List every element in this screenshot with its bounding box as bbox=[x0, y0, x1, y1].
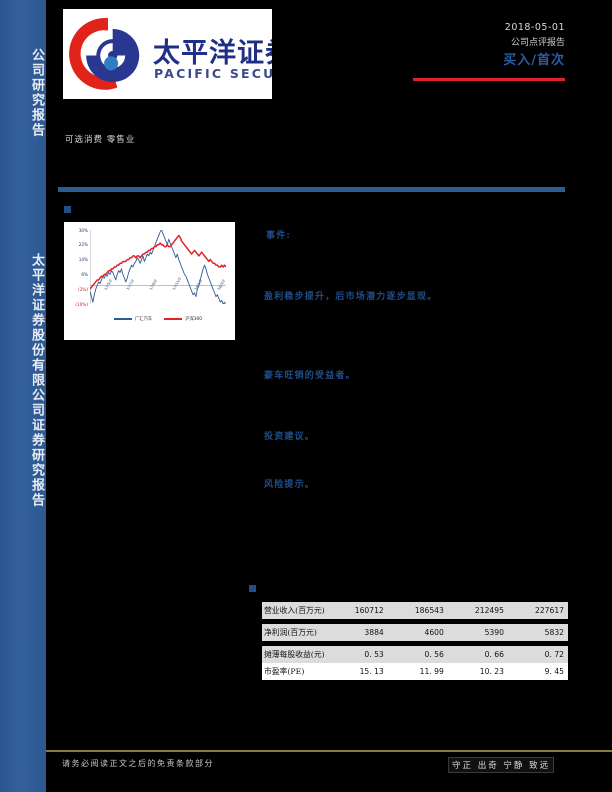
table-cell-value: 10. 23 bbox=[447, 663, 508, 680]
chart-y-tick: 30% bbox=[78, 227, 88, 233]
footer-slogan: 守正 出奇 宁静 致远 bbox=[448, 757, 555, 773]
chart-y-tick: 22% bbox=[78, 242, 88, 248]
table-cell-value: 3884 bbox=[327, 624, 388, 641]
section-divider bbox=[58, 187, 565, 192]
table-cell-value: 9. 45 bbox=[507, 663, 568, 680]
chart-y-tick: 6% bbox=[81, 271, 88, 277]
table-gap-cell bbox=[262, 619, 568, 624]
sidebar-background bbox=[0, 0, 46, 792]
sidebar-top-label: 公司研究报告 bbox=[29, 48, 44, 138]
left-sidebar: 公司研究报告 太平洋证券股份有限公司证券研究报告 bbox=[0, 0, 46, 792]
footer-rule bbox=[46, 750, 612, 752]
table-row-label: 摊薄每股收益(元) bbox=[262, 646, 328, 663]
section-heading-luxury-car: 豪车旺销的受益者。 bbox=[264, 371, 356, 381]
chart-legend-label: 广汇汽车 bbox=[135, 317, 153, 322]
section-heading-profit: 盈利稳步提升，后市场潜力逐步显现。 bbox=[264, 292, 438, 302]
table-row: 市盈率(PE) 15. 13 11. 99 10. 23 9. 45 bbox=[262, 663, 568, 680]
section-heading-investment-advice: 投资建议。 bbox=[264, 432, 316, 442]
chart-legend-label: 沪深300 bbox=[185, 317, 202, 322]
rating-badge: 买入/首次 bbox=[503, 53, 565, 68]
table-row-label: 营业收入(百万元) bbox=[262, 602, 328, 619]
sidebar-bottom-label: 太平洋证券股份有限公司证券研究报告 bbox=[29, 252, 44, 508]
table-cell-value: 5390 bbox=[447, 624, 508, 641]
table-row-label: 市盈率(PE) bbox=[262, 663, 328, 680]
section-heading-event: 事件: bbox=[266, 231, 291, 241]
sidebar-divider-strip bbox=[46, 0, 52, 792]
chart-legend-item: 沪深300 bbox=[164, 316, 202, 322]
report-date: 2018-05-01 bbox=[504, 22, 565, 33]
table-cell-value: 0. 72 bbox=[507, 646, 568, 663]
chart-legend: 广汇汽车 沪深300 bbox=[90, 316, 226, 322]
pacific-securities-mark bbox=[69, 17, 140, 90]
section-heading-risk-warning: 风险提示。 bbox=[264, 480, 316, 490]
footer-disclaimer: 请务必阅读正文之后的免责条款部分 bbox=[62, 759, 214, 768]
table-row: 净利润(百万元) 3884 4600 5390 5832 bbox=[262, 624, 568, 641]
company-logo: 太平洋证券 PACIFIC SECURITIES bbox=[63, 9, 272, 99]
square-bullet-icon bbox=[249, 585, 256, 592]
table-cell-value: 15. 13 bbox=[327, 663, 388, 680]
table-row: 营业收入(百万元) 160712 186543 212495 227617 bbox=[262, 602, 568, 619]
table-cell-value: 0. 56 bbox=[387, 646, 448, 663]
table-cell-value: 186543 bbox=[387, 602, 448, 619]
chart-y-tick: (2%) bbox=[78, 286, 88, 292]
chart-legend-swatch bbox=[164, 317, 183, 321]
header-red-rule bbox=[413, 78, 565, 81]
chart-y-tick: 14% bbox=[78, 257, 88, 263]
table-cell-value: 0. 66 bbox=[447, 646, 508, 663]
report-type: 公司点评报告 bbox=[510, 38, 565, 48]
chart-legend-item: 广汇汽车 bbox=[114, 316, 152, 322]
table-row-label: 净利润(百万元) bbox=[262, 624, 328, 641]
table-cell-value: 227617 bbox=[507, 602, 568, 619]
table-cell-value: 4600 bbox=[387, 624, 448, 641]
table-cell-value: 5832 bbox=[507, 624, 568, 641]
logo-english-text: PACIFIC SECURITIES bbox=[154, 66, 272, 81]
chart-y-tick: (10%) bbox=[75, 301, 88, 307]
chart-legend-swatch bbox=[114, 318, 132, 320]
logo-chinese-text: 太平洋证券 bbox=[153, 38, 272, 69]
financial-summary-table: 营业收入(百万元) 160712 186543 212495 227617 净利润(百万元… bbox=[262, 602, 568, 680]
table-cell-value: 0. 53 bbox=[327, 646, 388, 663]
table-row: 摊薄每股收益(元) 0. 53 0. 56 0. 66 0. 72 bbox=[262, 646, 568, 663]
table-cell-value: 212495 bbox=[447, 602, 508, 619]
square-bullet-icon bbox=[64, 206, 71, 213]
chart-series-svg bbox=[90, 230, 226, 304]
price-performance-chart: 30% 22% 14% 6% (2%) (10%) 17/5/2 17/7/2 17/9/2 1… bbox=[64, 222, 235, 340]
table-gap-cell bbox=[262, 641, 568, 646]
table-cell-value: 160712 bbox=[327, 602, 388, 619]
table-row-gap bbox=[262, 641, 568, 646]
chart-plot-area bbox=[90, 230, 226, 304]
sector-label: 可选消费 零售业 bbox=[65, 135, 136, 145]
header-meta: 2018-05-01 公司点评报告 买入/首次 bbox=[503, 20, 565, 70]
table-cell-value: 11. 99 bbox=[387, 663, 448, 680]
table-row-gap bbox=[262, 619, 568, 624]
